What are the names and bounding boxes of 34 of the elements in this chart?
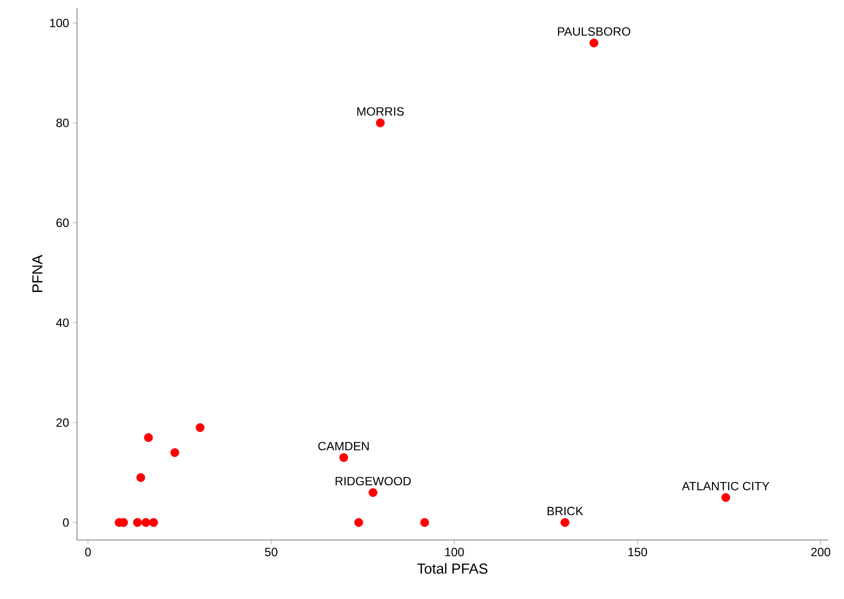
point [133,518,142,527]
y-axis-title: PFNA [32,254,42,292]
annotation: RIDGEWOOD [336,476,411,486]
point [149,518,158,527]
x-tick-label: 50 [264,548,278,556]
x-axis-title: Total PFAS [417,563,488,574]
annotation: CAMDEN [318,442,369,450]
point [368,488,378,497]
point [354,518,364,527]
annotation: BRICK [548,506,584,516]
y-tick-label: 100 [50,18,69,28]
annotation: ATLANTIC CITY [682,482,770,490]
y-tick-label: 0 [63,518,69,527]
annotation: PAULSBORO [558,27,630,36]
point [339,453,348,462]
y-tick-label: 80 [56,118,69,128]
point [376,118,385,128]
x-tick-label: 0 [85,548,91,556]
point [141,518,150,527]
y-tick-label: 60 [56,218,69,228]
point [721,493,730,502]
y-tick-label: 20 [56,418,69,427]
point [170,448,180,457]
point [590,38,598,48]
x-tick-label: 200 [811,548,830,556]
point [560,518,570,527]
point [196,423,204,432]
x-tick-label: 150 [628,548,648,556]
point [420,518,430,527]
point [144,433,153,442]
x-tick-label: 100 [445,548,464,556]
y-tick-label: 40 [56,318,69,327]
annotation: MORRIS [357,107,404,116]
point [136,473,146,482]
